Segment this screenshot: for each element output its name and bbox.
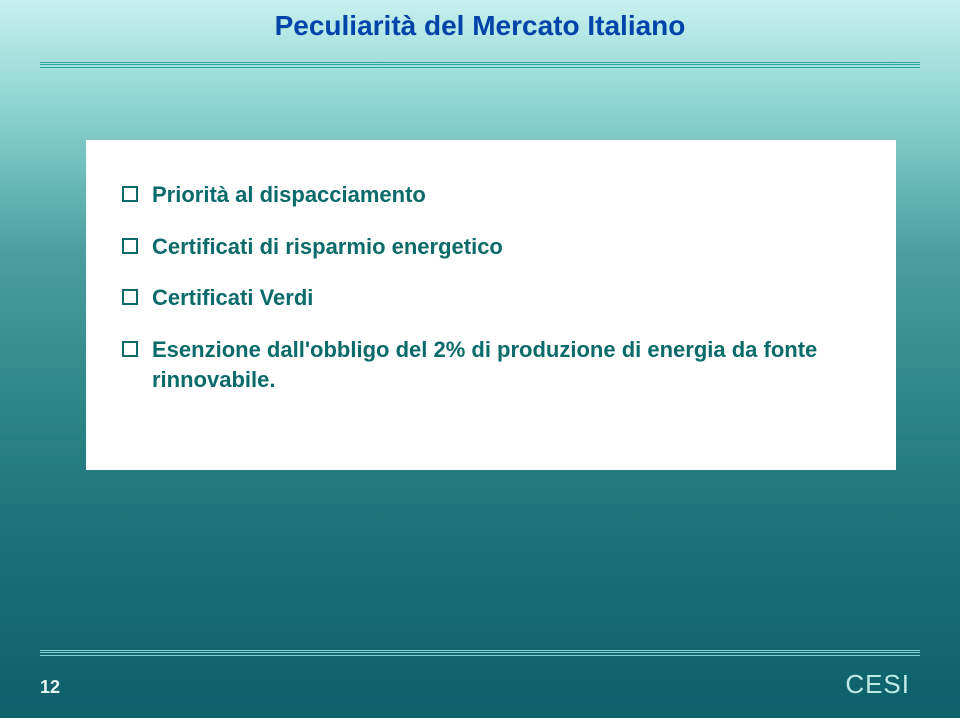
square-bullet-icon xyxy=(122,289,138,305)
footer-rule xyxy=(40,650,920,656)
bullet-text: Esenzione dall'obbligo del 2% di produzi… xyxy=(152,335,860,394)
bullet-text: Certificati Verdi xyxy=(152,283,313,313)
square-bullet-icon xyxy=(122,238,138,254)
slide-title: Peculiarità del Mercato Italiano xyxy=(0,10,960,42)
bullet-item: Certificati Verdi xyxy=(122,283,860,313)
bullet-item: Certificati di risparmio energetico xyxy=(122,232,860,262)
title-rule xyxy=(40,62,920,68)
bullet-item: Esenzione dall'obbligo del 2% di produzi… xyxy=(122,335,860,394)
square-bullet-icon xyxy=(122,341,138,357)
bullet-text: Priorità al dispacciamento xyxy=(152,180,426,210)
bullet-text: Certificati di risparmio energetico xyxy=(152,232,503,262)
page-number: 12 xyxy=(40,677,60,698)
bullet-item: Priorità al dispacciamento xyxy=(122,180,860,210)
slide: Peculiarità del Mercato Italiano Priorit… xyxy=(0,0,960,718)
content-box: Priorità al dispacciamento Certificati d… xyxy=(86,140,896,470)
square-bullet-icon xyxy=(122,186,138,202)
footer-brand: CESI xyxy=(845,669,910,700)
